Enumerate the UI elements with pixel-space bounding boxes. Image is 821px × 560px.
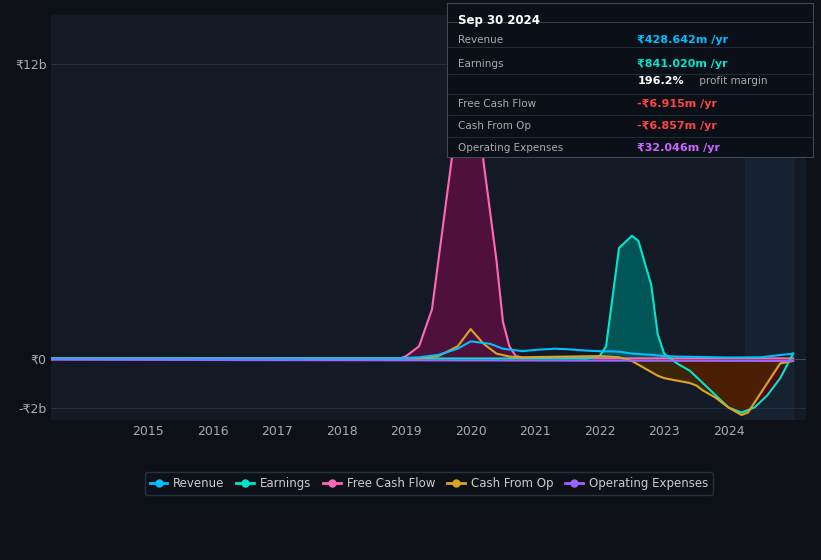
Text: ₹428.642m /yr: ₹428.642m /yr [637, 35, 728, 45]
Text: Revenue: Revenue [458, 35, 503, 45]
Legend: Revenue, Earnings, Free Cash Flow, Cash From Op, Operating Expenses: Revenue, Earnings, Free Cash Flow, Cash … [145, 473, 713, 495]
Text: Operating Expenses: Operating Expenses [458, 143, 564, 152]
Text: 196.2%: 196.2% [637, 76, 684, 86]
Text: Cash From Op: Cash From Op [458, 121, 531, 131]
Text: profit margin: profit margin [696, 76, 768, 86]
Bar [745, 15, 793, 420]
Text: -₹6.915m /yr: -₹6.915m /yr [637, 100, 718, 109]
Text: Free Cash Flow: Free Cash Flow [458, 100, 537, 109]
Text: ₹841.020m /yr: ₹841.020m /yr [637, 59, 728, 69]
Text: ₹32.046m /yr: ₹32.046m /yr [637, 143, 720, 152]
Text: Earnings: Earnings [458, 59, 504, 69]
Text: -₹6.857m /yr: -₹6.857m /yr [637, 121, 718, 131]
Text: Sep 30 2024: Sep 30 2024 [458, 13, 540, 26]
